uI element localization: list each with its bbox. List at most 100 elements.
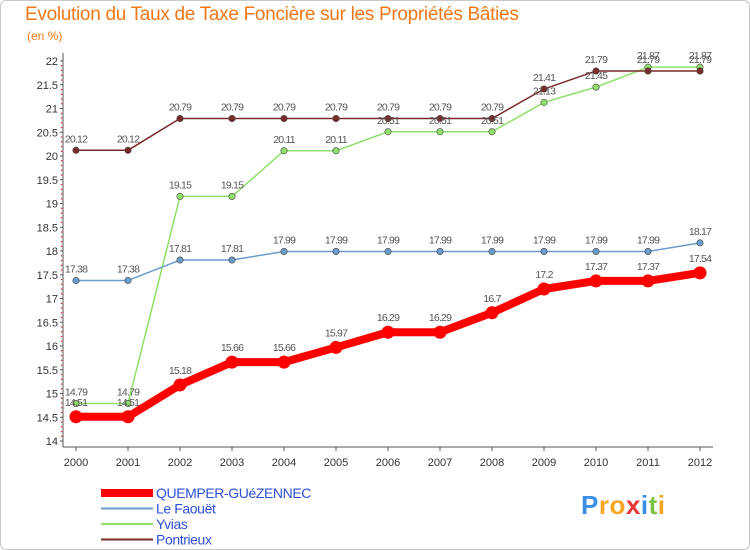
data-point (384, 114, 392, 122)
y-tick-label: 15 (46, 389, 58, 401)
data-label: 17.99 (481, 234, 504, 246)
y-minor-tick (60, 288, 63, 290)
data-label: 17.81 (221, 243, 244, 255)
y-minor-tick (60, 259, 63, 262)
x-tick-label: 2005 (324, 457, 348, 469)
x-tick-label: 2000 (64, 457, 88, 469)
y-tick-label: 19 (46, 199, 58, 211)
y-minor-tick (60, 264, 63, 267)
data-point (436, 114, 444, 122)
y-tick-label: 16 (46, 341, 58, 353)
y-minor-tick (60, 311, 63, 314)
data-label: 17.37 (585, 261, 608, 273)
legend-label: QUEMPER-GUéZENNEC (156, 485, 311, 501)
y-minor-tick (60, 207, 63, 210)
data-point (592, 83, 600, 91)
y-minor-tick (60, 69, 63, 72)
data-label: 20.79 (377, 101, 400, 113)
y-minor-tick (60, 326, 63, 328)
y-minor-tick (60, 402, 63, 404)
y-minor-tick (60, 254, 63, 257)
data-label: 20.12 (65, 133, 88, 145)
series-layer (69, 63, 707, 424)
series-2 (72, 63, 704, 407)
data-point (121, 410, 135, 424)
x-tick-label: 2009 (532, 457, 556, 469)
data-label: 18.17 (689, 226, 712, 238)
y-minor-tick (60, 112, 63, 115)
y-minor-tick (60, 117, 63, 119)
data-point (641, 274, 655, 288)
data-label: 16.29 (377, 312, 400, 324)
data-label: 21.79 (637, 54, 660, 66)
y-tick-label: 21.5 (37, 80, 58, 92)
data-label: 15.66 (221, 342, 244, 354)
series-3 (72, 67, 704, 154)
data-label: 15.66 (273, 342, 296, 354)
y-tick-label: 16.5 (37, 317, 58, 329)
y-minor-tick (60, 383, 63, 385)
data-point (488, 114, 496, 122)
y-minor-tick (60, 169, 63, 172)
data-label: 19.15 (169, 179, 192, 191)
y-minor-tick (60, 140, 63, 143)
y-minor-tick (60, 307, 63, 309)
chart-subtitle: (en %) (27, 29, 63, 43)
data-label: 21.41 (533, 72, 556, 84)
y-minor-tick (60, 216, 63, 219)
data-label: 19.15 (221, 179, 244, 191)
x-tick-label: 2001 (116, 457, 140, 469)
y-minor-tick (60, 126, 63, 129)
data-point (280, 147, 288, 155)
series-1 (72, 239, 704, 284)
data-point (72, 276, 80, 284)
x-tick-label: 2003 (220, 457, 244, 469)
data-label: 17.99 (429, 234, 452, 246)
proxiti-logo: Proxiti (581, 490, 665, 521)
y-minor-tick (60, 340, 63, 343)
y-minor-tick (60, 278, 63, 281)
data-point (592, 247, 600, 255)
y-minor-tick (60, 364, 63, 366)
y-minor-tick (60, 406, 63, 409)
chart-title: Evolution du Taux de Taxe Foncière sur l… (25, 4, 519, 25)
logo-letter: x (625, 490, 641, 520)
data-label: 17.2 (535, 269, 553, 281)
y-minor-tick (60, 302, 63, 305)
data-label: 20.79 (221, 101, 244, 113)
y-minor-tick (60, 183, 63, 186)
data-point (644, 67, 652, 75)
data-point (332, 147, 340, 155)
data-point (280, 247, 288, 255)
y-minor-tick (60, 387, 63, 390)
data-point (69, 410, 83, 424)
logo-letter: i (657, 490, 666, 520)
y-minor-tick (60, 283, 63, 286)
data-label: 17.54 (689, 253, 712, 265)
data-point (384, 128, 392, 136)
x-tick-label: 2007 (428, 457, 452, 469)
data-label: 15.97 (325, 327, 348, 339)
data-label: 20.79 (429, 101, 452, 113)
y-minor-tick (60, 98, 63, 100)
data-label: 14.79 (117, 386, 140, 398)
y-tick-label: 18.5 (37, 222, 58, 234)
data-label: 16.7 (483, 293, 501, 305)
data-labels-layer: 14.79 14.79 19.15 19.15 20.11 20.11 20.51 20.51… (65, 50, 713, 409)
data-label: 16.29 (429, 312, 452, 324)
y-minor-tick (60, 121, 63, 124)
y-minor-tick (60, 193, 63, 195)
y-tick-label: 17.5 (37, 270, 58, 282)
y-minor-tick (60, 197, 63, 200)
y-minor-tick (60, 221, 63, 224)
x-tick-label: 2012 (688, 457, 712, 469)
data-point (381, 325, 395, 339)
y-minor-tick (60, 330, 63, 333)
y-minor-tick (60, 164, 63, 167)
data-point (540, 98, 548, 106)
data-point (72, 399, 80, 407)
y-minor-tick (60, 373, 63, 376)
data-label: 17.99 (637, 234, 660, 246)
data-label: 20.79 (273, 101, 296, 113)
